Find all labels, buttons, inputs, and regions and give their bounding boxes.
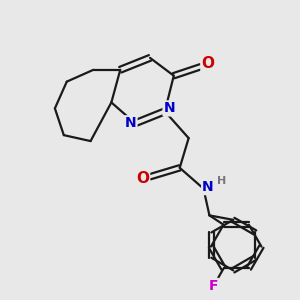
- Text: N: N: [164, 101, 175, 116]
- Text: H: H: [217, 176, 226, 186]
- Text: N: N: [202, 180, 214, 194]
- Text: O: O: [136, 171, 149, 186]
- Text: O: O: [202, 56, 214, 71]
- Text: F: F: [208, 279, 218, 293]
- Text: N: N: [125, 116, 136, 130]
